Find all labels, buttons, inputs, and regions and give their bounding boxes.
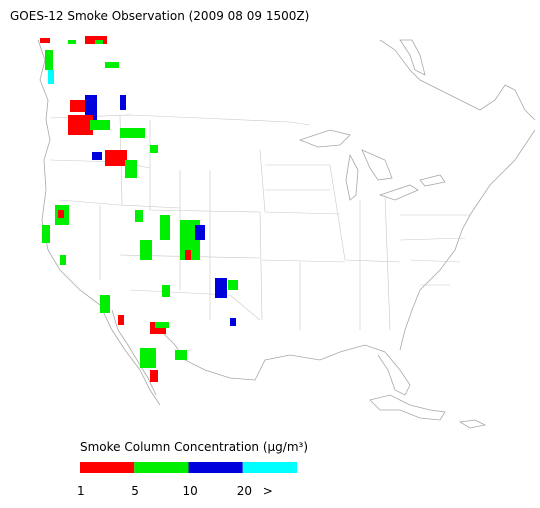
smoke-patch — [105, 62, 119, 68]
coastline — [111, 309, 157, 396]
border — [49, 114, 311, 126]
smoke-patch — [60, 255, 66, 265]
color-tick-label: > — [263, 484, 273, 498]
color-swatch — [188, 462, 243, 473]
smoke-patch — [95, 40, 103, 44]
color-tick-label: 10 — [183, 484, 198, 498]
lake — [361, 149, 393, 181]
border — [49, 114, 470, 331]
smoke-patch — [185, 250, 191, 260]
smoke-patch — [68, 115, 93, 135]
smoke-patch — [155, 322, 169, 328]
smoke-patch — [135, 210, 143, 222]
smoke-patch — [68, 40, 76, 44]
lake — [419, 174, 446, 187]
lake — [298, 129, 351, 148]
smoke-patch — [90, 120, 110, 130]
coastline — [399, 129, 536, 351]
lake — [378, 184, 419, 201]
coastline — [379, 39, 536, 121]
legend-label: Smoke Column Concentration (μg/m³) — [80, 440, 308, 454]
color-swatch — [242, 462, 297, 473]
lake — [345, 153, 359, 201]
smoke-patch — [105, 150, 127, 166]
coastline — [458, 419, 487, 429]
smoke-patch — [45, 50, 53, 70]
smoke-patch — [140, 348, 156, 368]
smoke-patch — [120, 95, 126, 110]
map-title: GOES-12 Smoke Observation (2009 08 09 15… — [10, 9, 309, 23]
color-swatch — [134, 462, 189, 473]
smoke-patch — [230, 318, 236, 326]
smoke-patch — [118, 315, 124, 325]
smoke-patch — [162, 285, 170, 297]
smoke-patch — [92, 152, 102, 160]
smoke-patch — [85, 95, 97, 120]
smoke-patch — [175, 350, 187, 360]
smoke-patch — [228, 280, 238, 290]
smoke-patch — [195, 225, 205, 240]
color-swatch — [80, 462, 135, 473]
smoke-patch — [58, 210, 64, 218]
smoke-patch — [140, 240, 152, 260]
color-tick-label: 5 — [131, 484, 139, 498]
color-bar: 1 5 10 20 > — [77, 462, 297, 498]
color-tick-label: 20 — [237, 484, 252, 498]
smoke-patch — [40, 38, 50, 43]
smoke-plumes — [40, 36, 238, 382]
smoke-patch — [120, 128, 145, 138]
color-tick-label: 1 — [77, 484, 85, 498]
smoke-patch — [215, 278, 227, 298]
coastline — [159, 329, 411, 396]
smoke-patch — [42, 225, 50, 243]
coastline — [399, 39, 426, 76]
smoke-patch — [48, 70, 54, 84]
smoke-patch — [125, 160, 137, 178]
smoke-patch — [160, 215, 170, 240]
smoke-patch — [100, 295, 110, 313]
smoke-patch — [150, 370, 158, 382]
base-map — [37, 39, 536, 429]
coastline — [369, 394, 446, 421]
smoke-patch — [150, 145, 158, 153]
